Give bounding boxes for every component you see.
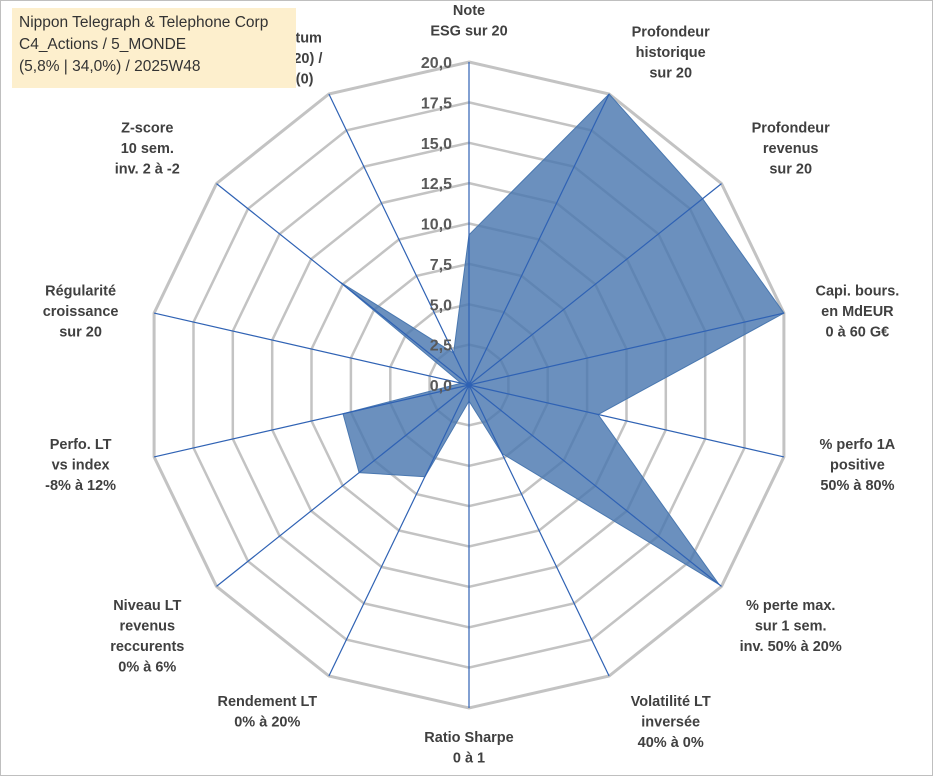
spoke-line [468,384,785,458]
tick-label: 12,5 [421,176,452,193]
axis-label: Ratio Sharpe 0 à 1 [424,730,513,767]
tick-label: 7,5 [430,257,452,274]
axis-label: Perfo. LT vs index -8% à 12% [45,437,116,494]
radar-spokes [153,62,785,708]
axis-label: Volatilité LT inversée 40% à 0% [631,694,711,751]
axis-label: Note ESG sur 20 [430,3,507,40]
spoke-line [328,384,470,677]
axis-label: Capi. bours. en MdEUR 0 à 60 G€ [816,284,900,341]
axis-label: % perte max. sur 1 sem. inv. 50% à 20% [740,598,842,655]
tick-label: 17,5 [421,95,452,112]
axis-label: Rendement LT 0% à 20% [217,694,317,731]
title-box: Nippon Telegraph & Telephone Corp C4_Act… [12,8,296,88]
tick-label: 5,0 [430,297,452,314]
stats-label: (5,8% | 34,0%) / 2025W48 [19,58,201,75]
spoke-line [468,93,610,386]
tick-label: 10,0 [421,217,452,234]
radar-series [338,93,785,585]
tick-label: 2,5 [430,338,452,355]
tick-label: 0,0 [430,378,452,395]
spoke-line [216,183,470,386]
axis-label: Régularité croissance sur 20 [43,284,119,341]
spoke-line [153,384,470,458]
axis-label: Profondeur historique sur 20 [632,25,710,82]
axis-label: Niveau LT revenus reccurents 0% à 6% [110,598,184,676]
tick-label: 20,0 [421,55,452,72]
series-area [338,93,785,585]
company-name: Nippon Telegraph & Telephone Corp [19,14,269,31]
axis-label: Profondeur revenus sur 20 [752,120,830,177]
spoke-line [216,384,470,587]
axis-label: % perfo 1A positive 50% à 80% [820,437,896,494]
spoke-line [468,384,722,587]
spoke-line [328,93,470,386]
radar-axis-labels: Note ESG sur 20 Profondeur historique sur 20… [43,3,900,767]
spoke-line [153,312,470,386]
category-label: C4_Actions / 5_MONDE [19,36,187,53]
spoke-line [468,312,785,386]
axis-label: Z-score 10 sem. inv. 2 à -2 [115,120,180,177]
spoke-line [468,384,610,677]
spoke-line [468,183,722,386]
radar-tick-labels: 0,0 2,5 5,0 7,5 10,0 12,5 15,0 17,5 20,0 [421,55,452,395]
tick-label: 15,0 [421,136,452,153]
